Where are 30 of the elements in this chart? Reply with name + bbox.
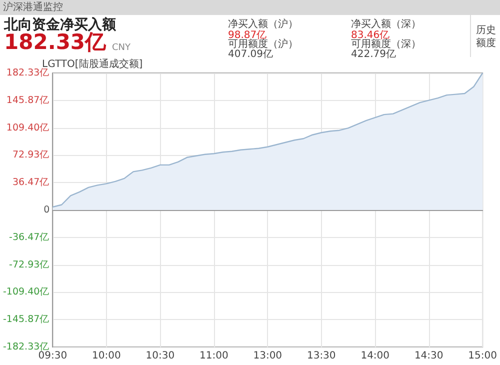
text: 可用额度（沪） — [228, 39, 298, 50]
x-tick-label: 09:30 — [38, 350, 68, 362]
y-tick-label: 72.93亿 — [12, 150, 50, 161]
x-tick-label: 11:00 — [199, 350, 228, 362]
y-tick-label: 0 — [44, 204, 50, 216]
text: 历史额度 — [476, 24, 497, 50]
x-tick-label: 15:00 — [468, 350, 498, 362]
text: 沪深港通监控 — [3, 2, 63, 13]
y-tick-label: 182.33亿 — [6, 68, 50, 78]
text: 407.09亿 — [228, 49, 273, 60]
text: 净买入额（沪） — [228, 19, 298, 30]
chart-title: 北向资金净买入额 — [4, 17, 116, 33]
text: 可用额度（深） — [351, 39, 421, 50]
y-tick-label: -36.47亿 — [9, 232, 50, 243]
y-tick-label: -72.93亿 — [9, 259, 50, 270]
x-tick-label: 10:00 — [92, 350, 121, 362]
y-tick-label: -109.40亿 — [2, 286, 50, 298]
x-tick-label: 13:30 — [306, 350, 336, 362]
y-tick-label: -182.33亿 — [2, 342, 50, 352]
text: 422.79亿 — [351, 49, 396, 60]
text: CNY — [112, 43, 131, 53]
x-tick-label: 14:00 — [360, 350, 390, 362]
x-tick-label: 13:00 — [253, 350, 282, 362]
y-tick-label: 36.47亿 — [12, 177, 50, 188]
y-tick-label: 145.87亿 — [6, 94, 50, 106]
y-tick-label: -145.87亿 — [2, 314, 50, 326]
x-tick-label: 10:30 — [146, 350, 175, 362]
x-tick-label: 14:30 — [414, 350, 444, 362]
text: 净买入额（深） — [351, 19, 421, 30]
y-tick-label: 109.40亿 — [6, 122, 50, 134]
